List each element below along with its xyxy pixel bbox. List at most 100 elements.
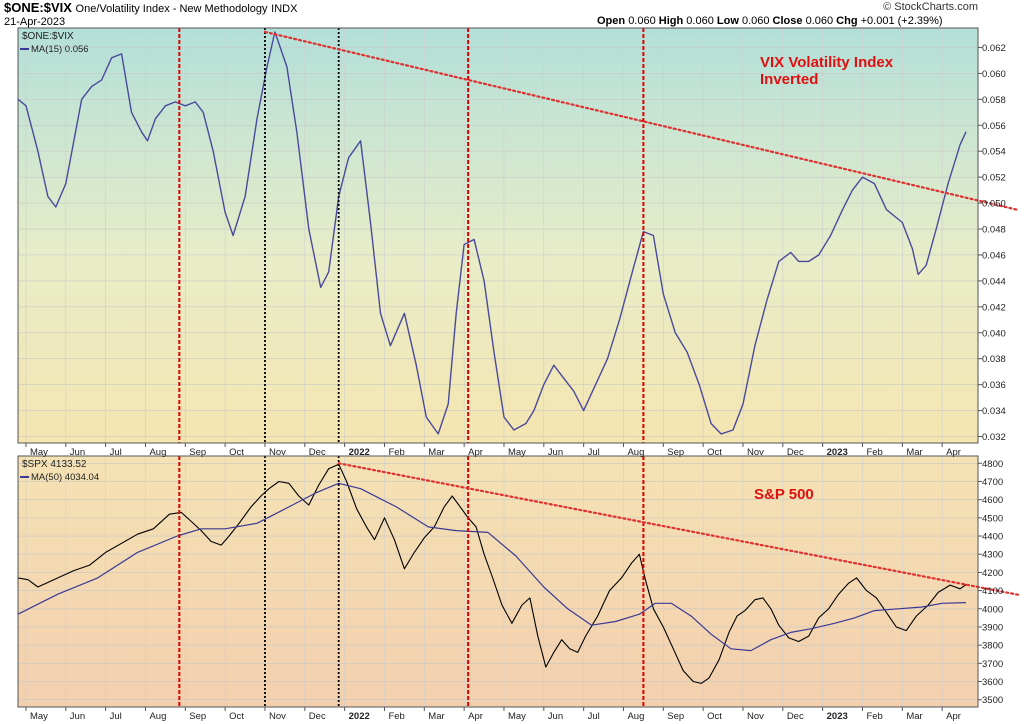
panel-background-spx [18, 456, 978, 707]
annotation-vix-line1: VIX Volatility Index [760, 54, 894, 71]
x-tick-label: Mar [906, 447, 922, 458]
brand-watermark: © StockCharts.com [883, 1, 978, 13]
y-tick-label: 3800 [982, 641, 1003, 652]
x-tick-label: Apr [468, 711, 483, 722]
x-tick-label: Aug [627, 447, 644, 458]
y-tick-label: 4800 [982, 459, 1003, 470]
x-tick-label: Aug [627, 711, 644, 722]
x-tick-label: 2023 [827, 447, 848, 458]
x-tick-label: Jun [548, 711, 563, 722]
x-tick-label: Jun [70, 447, 85, 458]
y-tick-label: 0.034 [982, 406, 1006, 417]
x-tick-label: Jun [548, 447, 563, 458]
low-label: Low [716, 15, 739, 27]
series-line-vix_inverted-0 [17, 31, 967, 435]
x-tick-label: 2023 [827, 711, 848, 722]
x-tick-label: Oct [229, 447, 244, 458]
y-tick-label: 4700 [982, 477, 1003, 488]
close-label: Close [772, 15, 803, 27]
symbol-label: $ONE:$VIX [4, 0, 72, 15]
chart-title: $ONE:$VIX One/Volatility Index - New Met… [4, 0, 297, 15]
x-tick-label: 2022 [349, 711, 370, 722]
legend-ma-vix_inverted: MA(15) 0.056 [31, 44, 89, 55]
symbol-description: One/Volatility Index - New Methodology [75, 3, 268, 15]
close-value: 0.060 [805, 15, 834, 27]
x-tick-label: Aug [149, 447, 166, 458]
legend-symbol-vix_inverted: $ONE:$VIX [22, 31, 74, 42]
x-tick-label: Apr [946, 447, 961, 458]
y-tick-label: 3600 [982, 677, 1003, 688]
y-tick-label: 3700 [982, 659, 1003, 670]
x-tick-label: Jul [110, 447, 122, 458]
open-value: 0.060 [628, 15, 656, 27]
x-tick-label: Nov [269, 711, 286, 722]
y-tick-label: 0.058 [982, 95, 1006, 106]
y-tick-label: 0.040 [982, 328, 1006, 339]
y-tick-label: 0.050 [982, 199, 1006, 210]
x-tick-label: Nov [747, 711, 764, 722]
y-tick-label: 0.038 [982, 354, 1006, 365]
x-tick-label: Aug [149, 711, 166, 722]
ohlc-readout: Open 0.060 High 0.060 Low 0.060 Close 0.… [597, 15, 943, 27]
y-tick-label: 4000 [982, 604, 1003, 615]
x-tick-label: Jul [588, 711, 600, 722]
y-tick-label: 0.048 [982, 225, 1006, 236]
x-tick-label: Apr [946, 711, 961, 722]
x-tick-label: Sep [667, 447, 684, 458]
x-tick-label: Sep [667, 711, 684, 722]
chg-value: +0.001 (+2.39%) [860, 15, 943, 27]
y-tick-label: 3500 [982, 695, 1003, 706]
y-tick-label: 0.052 [982, 173, 1006, 184]
series-line-spx-1 [17, 482, 967, 652]
y-tick-label: 0.054 [982, 147, 1006, 158]
y-tick-label: 4600 [982, 495, 1003, 506]
low-value: 0.060 [741, 15, 770, 27]
trendline-spx [337, 462, 1020, 596]
y-tick-label: 0.046 [982, 250, 1006, 261]
x-tick-label: Mar [428, 711, 444, 722]
x-tick-label: Dec [787, 711, 804, 722]
x-tick-label: May [508, 447, 526, 458]
panel-frame-spx [17, 455, 979, 708]
chart-date: 21-Apr-2023 [4, 16, 66, 28]
x-tick-label: Jun [70, 711, 85, 722]
legend-ma-spx: MA(50) 4034.04 [31, 472, 99, 483]
x-tick-label: 2022 [349, 447, 370, 458]
high-value: 0.060 [686, 15, 714, 27]
x-tick-label: Feb [866, 447, 882, 458]
chg-label: Chg [836, 15, 858, 27]
x-tick-label: Nov [269, 447, 286, 458]
x-tick-label: Nov [747, 447, 764, 458]
x-tick-label: May [508, 711, 526, 722]
x-tick-label: Oct [707, 447, 722, 458]
y-tick-label: 0.032 [982, 432, 1006, 443]
high-label: High [658, 15, 684, 27]
y-tick-label: 4500 [982, 513, 1003, 524]
y-tick-label: 4300 [982, 550, 1003, 561]
annotation-spx: S&P 500 [754, 486, 814, 503]
x-tick-label: Mar [906, 711, 922, 722]
legend-symbol-spx: $SPX 4133.52 [22, 459, 87, 470]
y-tick-label: 3900 [982, 622, 1003, 633]
y-tick-label: 0.042 [982, 302, 1006, 313]
x-tick-label: Oct [229, 711, 244, 722]
y-tick-label: 0.062 [982, 43, 1006, 54]
y-tick-label: 0.056 [982, 121, 1006, 132]
x-tick-label: Dec [309, 711, 326, 722]
x-tick-label: Jul [588, 447, 600, 458]
x-tick-label: Dec [787, 447, 804, 458]
x-tick-label: Mar [428, 447, 444, 458]
y-tick-label: 0.036 [982, 380, 1006, 391]
x-tick-label: May [30, 447, 48, 458]
trendline-vix_inverted [263, 30, 1020, 212]
y-tick-label: 0.060 [982, 69, 1006, 80]
x-tick-label: Feb [866, 711, 882, 722]
series-line-spx-0 [17, 463, 967, 684]
x-tick-label: Feb [388, 711, 404, 722]
x-tick-label: Dec [309, 447, 326, 458]
panel-frame-vix_inverted [17, 27, 979, 444]
x-tick-label: Sep [189, 711, 206, 722]
exchange-label: INDX [271, 3, 298, 15]
x-tick-label: Apr [468, 447, 483, 458]
